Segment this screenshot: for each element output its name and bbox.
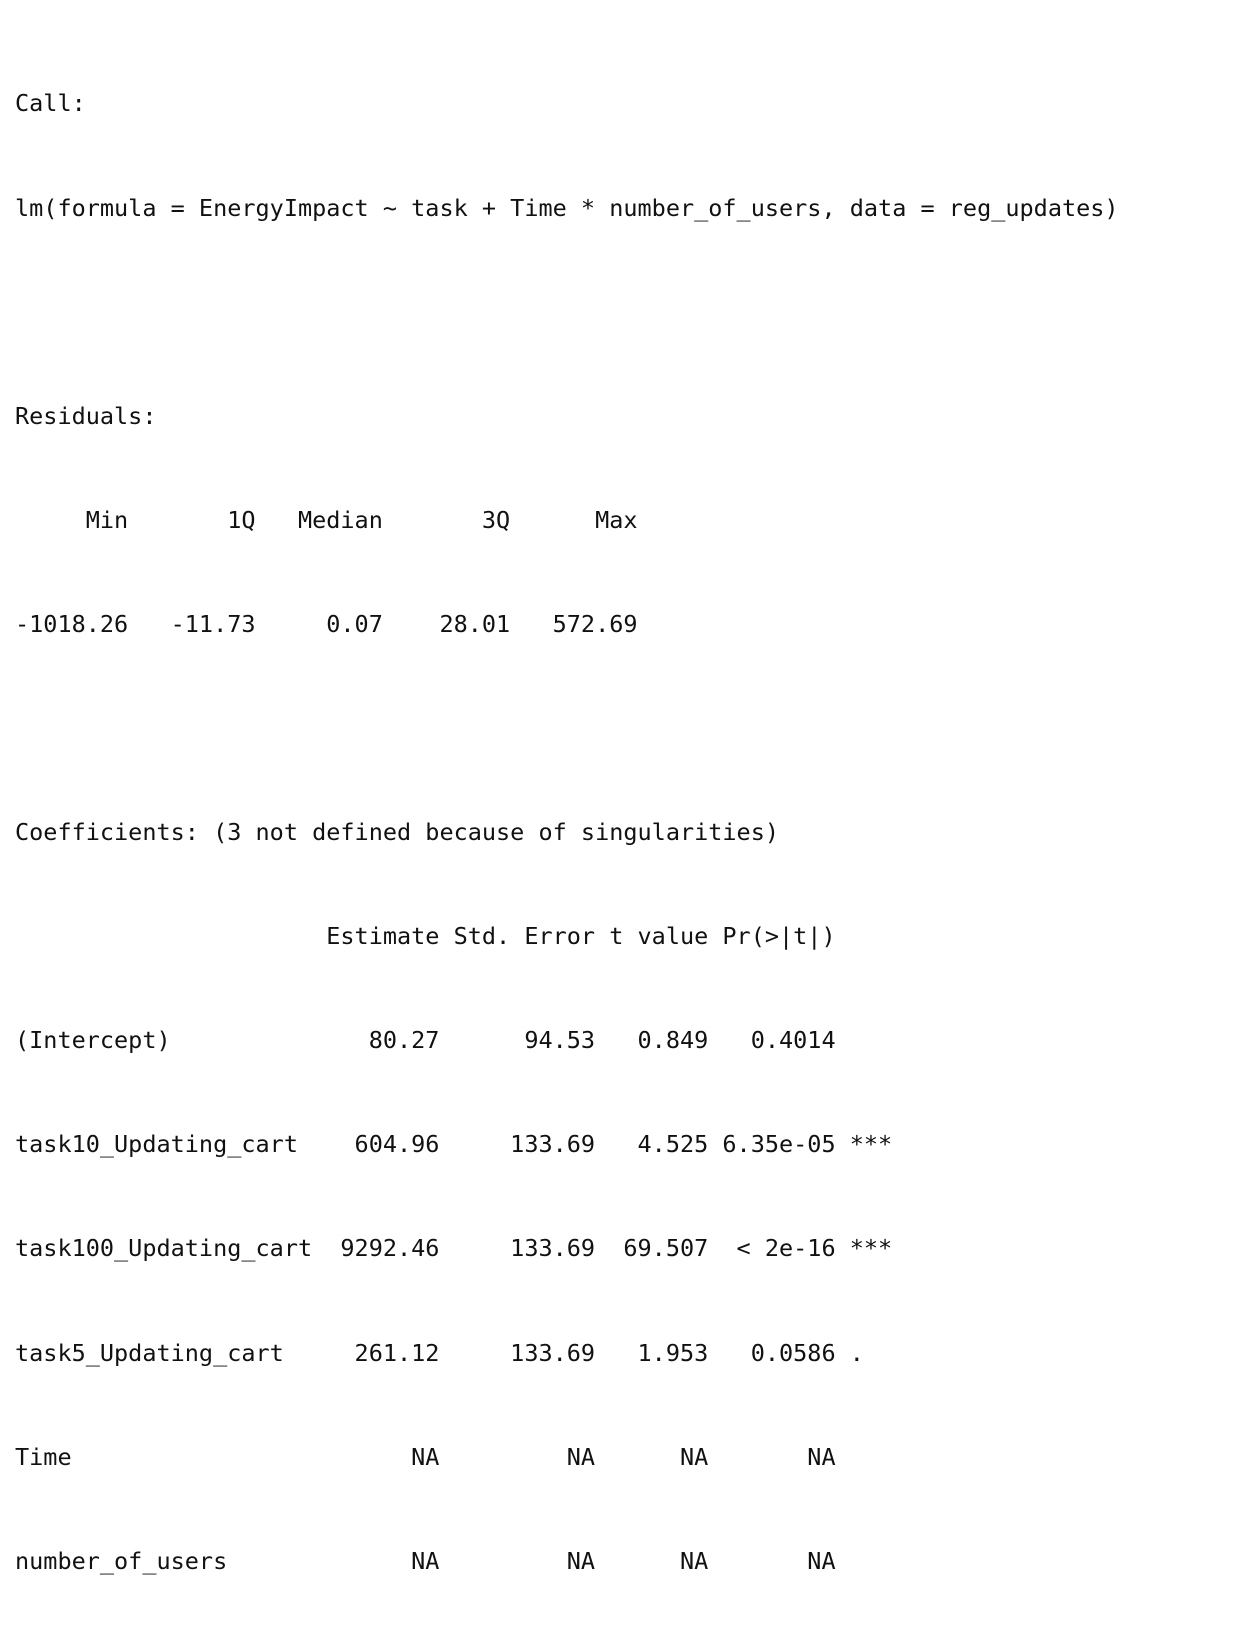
coefficients-header: Coefficients: (3 not defined because of … [15, 818, 780, 847]
blank-line [15, 295, 1235, 330]
residuals-values: -1018.26 -11.73 0.07 28.01 572.69 [15, 609, 652, 638]
coefficient-row-intercept: (Intercept) 80.27 94.53 0.849 0.4014 [15, 1026, 893, 1055]
coefficient-row-task10: task10_Updating_cart 604.96 133.69 4.525… [15, 1130, 893, 1159]
call-formula: lm(formula = EnergyImpact ~ task + Time … [15, 193, 1119, 222]
r-console-output: Call: lm(formula = EnergyImpact ~ task +… [15, 17, 1235, 1636]
coefficients-columns: Estimate Std. Error t value Pr(>|t|) [15, 922, 893, 951]
residuals-header: Residuals: [15, 401, 157, 430]
call-header: Call: [15, 89, 86, 118]
coefficient-row-task100: task100_Updating_cart 9292.46 133.69 69.… [15, 1234, 893, 1263]
coefficient-row-time: Time NA NA NA NA [15, 1442, 893, 1471]
coefficient-row-number-of-users: number_of_users NA NA NA NA [15, 1546, 893, 1575]
blank-line [15, 711, 1235, 746]
residuals-labels: Min 1Q Median 3Q Max [15, 505, 652, 534]
coefficient-row-task5: task5_Updating_cart 261.12 133.69 1.953 … [15, 1338, 893, 1367]
